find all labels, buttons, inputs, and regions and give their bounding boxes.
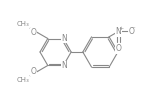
Text: O: O	[31, 67, 37, 76]
Text: CH₃: CH₃	[16, 77, 29, 83]
Text: N: N	[62, 34, 67, 43]
Text: CH₃: CH₃	[16, 21, 29, 27]
Text: +: +	[119, 26, 124, 31]
Text: O: O	[129, 27, 135, 36]
Text: N: N	[116, 27, 121, 36]
Text: O: O	[31, 28, 37, 37]
Text: O: O	[116, 44, 121, 53]
Text: N: N	[62, 61, 67, 70]
Text: ⁻: ⁻	[131, 26, 135, 32]
